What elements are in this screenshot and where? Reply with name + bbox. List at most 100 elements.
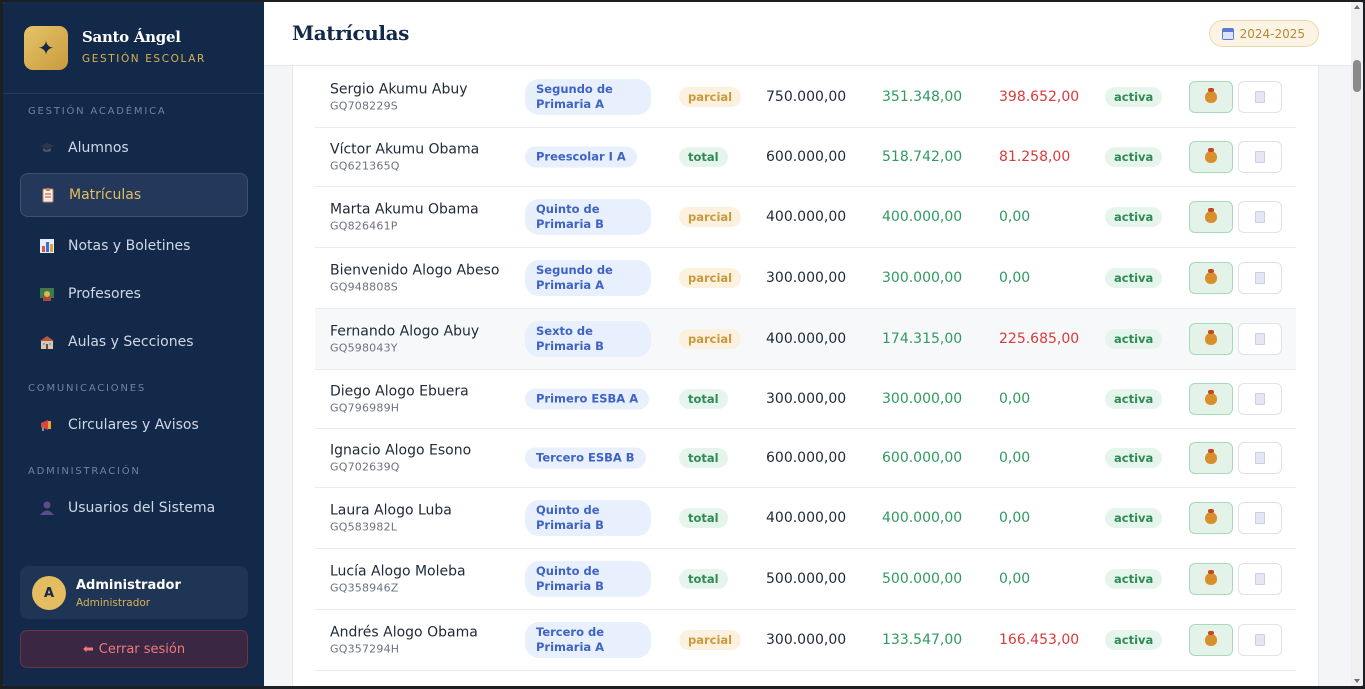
sidebar-item-circulares[interactable]: Circulares y Avisos — [20, 403, 248, 447]
view-receipt-button[interactable] — [1238, 383, 1282, 415]
megaphone-icon — [36, 414, 58, 436]
table-row[interactable]: Lucía Alogo Moleba GQ358946Z Quinto de Pri… — [315, 549, 1296, 610]
student-cell: Diego Alogo Ebuera GQ796989H — [330, 384, 469, 415]
sidebar-item-alumnos[interactable]: Alumnos — [20, 126, 248, 170]
user-icon — [36, 497, 58, 519]
pending-amount: 81.258,00 — [999, 149, 1071, 165]
table-row[interactable]: Víctor Akumu Obama GQ621365Q Preescolar I … — [315, 128, 1296, 187]
student-cell: Víctor Akumu Obama GQ621365Q — [330, 142, 479, 173]
calendar-icon — [1221, 27, 1234, 40]
table-row[interactable]: Sergio Akumu Abuy GQ708229S Segundo de Pri… — [315, 66, 1296, 128]
amount: 500.000,00 — [766, 571, 847, 587]
amount: 300.000,00 — [766, 632, 847, 648]
brand: ✦ Santo Ángel GESTIÓN ESCOLAR — [3, 2, 264, 94]
register-payment-button[interactable] — [1189, 323, 1233, 355]
register-payment-button[interactable] — [1189, 141, 1233, 173]
status-badge: activa — [1105, 569, 1163, 589]
sidebar-item-label: Aulas y Secciones — [68, 334, 194, 350]
sidebar-item-notas[interactable]: Notas y Boletines — [20, 224, 248, 268]
brand-logo-icon: ✦ — [24, 26, 68, 70]
course-badge: Segundo de Primaria A — [525, 260, 651, 296]
register-payment-button[interactable] — [1189, 624, 1233, 656]
register-payment-button[interactable] — [1189, 262, 1233, 294]
register-payment-button[interactable] — [1189, 383, 1233, 415]
school-year-selector[interactable]: 2024-2025 — [1208, 20, 1319, 47]
paid-amount: 300.000,00 — [882, 391, 963, 407]
student-code: GQ357294H — [330, 642, 400, 656]
sidebar: ✦ Santo Ángel GESTIÓN ESCOLAR GESTIÓN AC… — [3, 2, 264, 686]
table-row[interactable]: Ignacio Alogo Esono GQ702639Q Tercero ESBA… — [315, 429, 1296, 488]
pending-amount: 0,00 — [999, 391, 1031, 407]
student-code: GQ583982L — [330, 520, 398, 534]
paid-amount: 400.000,00 — [882, 209, 963, 225]
student-cell: Bienvenido Alogo Abeso GQ948808S — [330, 263, 499, 294]
money-bag-icon — [1205, 449, 1217, 464]
sidebar-item-profesores[interactable]: Profesores — [20, 272, 248, 316]
student-cell: Sergio Akumu Abuy GQ708229S — [330, 81, 468, 112]
view-receipt-button[interactable] — [1238, 201, 1282, 233]
student-name: Sergio Akumu Abuy — [330, 81, 468, 97]
scroll-thumb[interactable] — [1353, 60, 1361, 92]
clipboard-icon — [37, 184, 59, 206]
scrollbar[interactable] — [1351, 2, 1363, 686]
money-bag-icon — [1205, 148, 1217, 163]
view-receipt-button[interactable] — [1238, 323, 1282, 355]
course-badge: Primero ESBA A — [525, 388, 650, 410]
table-row[interactable]: Fernando Alogo Abuy GQ598043Y Sexto de Pri… — [315, 309, 1296, 370]
scroll-down-icon[interactable] — [1354, 679, 1360, 683]
sidebar-item-matriculas[interactable]: Matrículas — [20, 173, 248, 217]
payment-type-badge: total — [679, 147, 728, 167]
enrollments-table: Sergio Akumu Abuy GQ708229S Segundo de Pri… — [292, 66, 1319, 686]
table-row[interactable]: Andrés Alogo Obama GQ357294H Tercero de Pr… — [315, 610, 1296, 671]
view-receipt-button[interactable] — [1238, 442, 1282, 474]
course-badge: Tercero de Primaria A — [525, 622, 651, 658]
student-name: Víctor Akumu Obama — [330, 141, 480, 158]
scroll-up-icon[interactable] — [1354, 5, 1360, 9]
status-badge: activa — [1105, 508, 1163, 528]
table-row[interactable]: Bienvenido Alogo Abeso GQ948808S Segundo d… — [315, 248, 1296, 309]
brand-subtitle: GESTIÓN ESCOLAR — [82, 53, 206, 65]
student-code: GQ598043Y — [330, 341, 398, 355]
document-icon — [1255, 634, 1265, 646]
document-icon — [1255, 452, 1265, 464]
amount: 300.000,00 — [766, 270, 847, 286]
course-badge: Segundo de Primaria A — [525, 78, 651, 115]
pending-amount: 166.453,00 — [999, 632, 1080, 648]
payment-type-badge: parcial — [679, 268, 742, 288]
view-receipt-button[interactable] — [1238, 624, 1282, 656]
view-receipt-button[interactable] — [1238, 80, 1282, 113]
sidebar-item-label: Notas y Boletines — [68, 238, 191, 254]
document-icon — [1255, 272, 1265, 284]
register-payment-button[interactable] — [1189, 563, 1233, 595]
logout-button[interactable]: ⬅ Cerrar sesión — [20, 630, 248, 668]
register-payment-button[interactable] — [1189, 80, 1233, 113]
view-receipt-button[interactable] — [1238, 502, 1282, 534]
status-badge: activa — [1105, 207, 1163, 227]
view-receipt-button[interactable] — [1238, 262, 1282, 294]
pending-amount: 0,00 — [999, 270, 1031, 286]
table-row[interactable]: Marta Akumu Obama GQ826461P Quinto de Prim… — [315, 187, 1296, 248]
table-row[interactable]: Laura Alogo Luba GQ583982L Quinto de Prima… — [315, 488, 1296, 549]
sidebar-item-usuarios[interactable]: Usuarios del Sistema — [20, 486, 248, 530]
amount: 400.000,00 — [766, 209, 847, 225]
register-payment-button[interactable] — [1189, 502, 1233, 534]
payment-type-badge: parcial — [679, 86, 742, 107]
money-bag-icon — [1205, 269, 1217, 284]
money-bag-icon — [1205, 87, 1217, 103]
money-bag-icon — [1205, 208, 1217, 223]
main-content: Matrículas 2024-2025 Sergio Akumu Abuy GQ… — [264, 2, 1363, 686]
student-code: GQ702639Q — [330, 460, 400, 474]
paid-amount: 174.315,00 — [882, 331, 963, 347]
table-row[interactable]: Diego Alogo Ebuera GQ796989H Primero ESBA … — [315, 370, 1296, 429]
status-badge: activa — [1105, 86, 1163, 107]
register-payment-button[interactable] — [1189, 201, 1233, 233]
register-payment-button[interactable] — [1189, 442, 1233, 474]
view-receipt-button[interactable] — [1238, 141, 1282, 173]
document-icon — [1255, 393, 1265, 405]
view-receipt-button[interactable] — [1238, 563, 1282, 595]
pending-amount: 0,00 — [999, 450, 1031, 466]
user-name: Administrador — [76, 578, 181, 593]
status-badge: activa — [1105, 329, 1163, 349]
sidebar-item-aulas[interactable]: Aulas y Secciones — [20, 320, 248, 364]
section-label-academica: GESTIÓN ACADÉMICA — [28, 106, 167, 117]
